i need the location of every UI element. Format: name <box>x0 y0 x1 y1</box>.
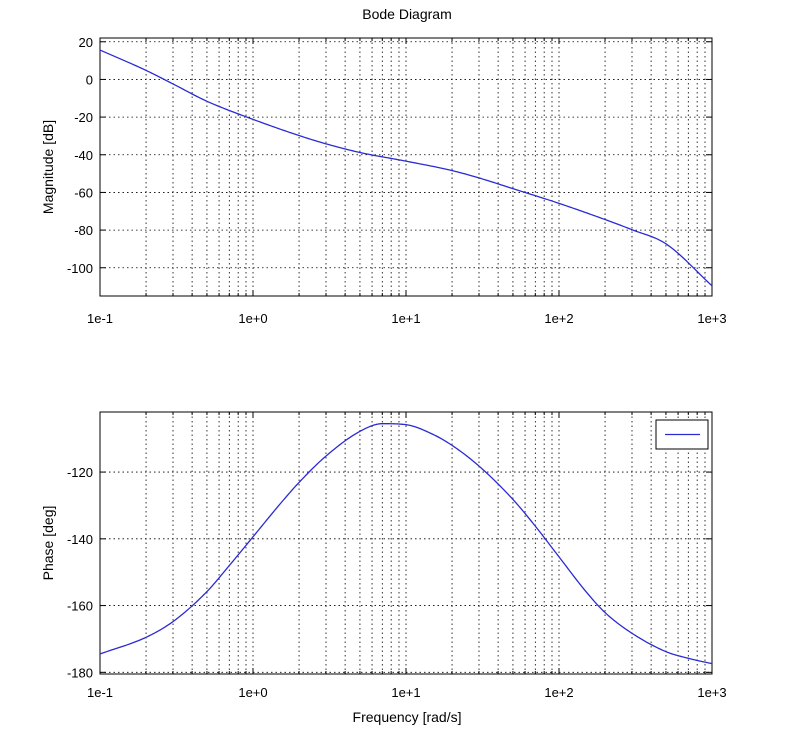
phase-ylabel: Phase [deg] <box>40 506 56 581</box>
phase-ytick-label: -140 <box>67 532 93 547</box>
magnitude-ytick-label: -60 <box>74 185 93 200</box>
magnitude-grid <box>100 38 712 296</box>
magnitude-ticks: 20 0 -20 -40 -60 -80 -100 1e-1 1e+0 1e+1 1e+2 1e+3 <box>67 35 727 326</box>
figure-xlabel: Frequency [rad/s] <box>353 709 462 725</box>
magnitude-xtick-label: 1e+2 <box>544 311 573 326</box>
figure-title: Bode Diagram <box>362 6 452 22</box>
phase-ytick-label: -120 <box>67 465 93 480</box>
magnitude-xtick-label: 1e+1 <box>391 311 420 326</box>
phase-ytick-label: -160 <box>67 599 93 614</box>
magnitude-ytick-label: 0 <box>86 72 93 87</box>
magnitude-ylabel: Magnitude [dB] <box>40 120 56 214</box>
magnitude-ytick-label: -20 <box>74 110 93 125</box>
magnitude-xtick-label: 1e-1 <box>87 311 113 326</box>
phase-grid <box>100 412 712 674</box>
magnitude-ytick-label: -80 <box>74 223 93 238</box>
phase-curve <box>99 423 713 665</box>
phase-ticks: -120 -140 -160 -180 1e-1 1e+0 1e+1 1e+2 1e+3 <box>67 412 727 700</box>
phase-xtick-label: 1e+3 <box>697 685 726 700</box>
phase-xtick-label: 1e+0 <box>238 685 267 700</box>
magnitude-xtick-label: 1e+0 <box>238 311 267 326</box>
magnitude-ytick-label: -40 <box>74 148 93 163</box>
phase-plot: -120 -140 -160 -180 1e-1 1e+0 1e+1 1e+2 1e+3 Pha… <box>40 411 727 700</box>
phase-xtick-label: 1e+1 <box>391 685 420 700</box>
magnitude-plot-frame <box>99 37 713 297</box>
magnitude-curve <box>99 49 713 287</box>
phase-legend <box>655 419 709 450</box>
magnitude-ytick-label: -100 <box>67 261 93 276</box>
phase-ytick-label: -180 <box>67 665 93 680</box>
magnitude-xtick-label: 1e+3 <box>697 311 726 326</box>
magnitude-ytick-label: 20 <box>79 35 93 50</box>
phase-xtick-label: 1e+2 <box>544 685 573 700</box>
phase-xtick-label: 1e-1 <box>87 685 113 700</box>
